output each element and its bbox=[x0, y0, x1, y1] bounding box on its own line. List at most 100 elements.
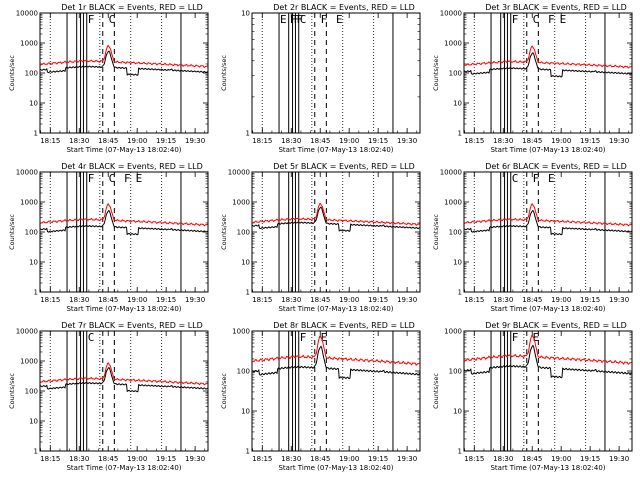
x-tick-label: 19:15 bbox=[156, 455, 176, 463]
panel-title: Det 6r BLACK = Events, RED = LLD bbox=[485, 162, 627, 171]
y-axis-label: Counts/sec bbox=[432, 55, 440, 91]
x-tick-label: 18:15 bbox=[40, 296, 60, 304]
x-tick-label: 18:30 bbox=[69, 455, 89, 463]
y-tick-label: 1 bbox=[458, 448, 462, 456]
flag-label: E bbox=[280, 13, 287, 26]
x-tick-label: 18:30 bbox=[493, 296, 513, 304]
series-lld-line bbox=[39, 203, 208, 227]
y-axis-label: Counts/sec bbox=[220, 373, 228, 409]
x-tick-label: 18:30 bbox=[69, 137, 89, 145]
x-tick-label: 18:45 bbox=[522, 455, 542, 463]
x-tick-label: 19:15 bbox=[368, 455, 388, 463]
flag-label: F bbox=[321, 13, 328, 26]
y-axis-label: Counts/sec bbox=[220, 214, 228, 250]
x-tick-label: 19:30 bbox=[185, 296, 205, 304]
series-events-line bbox=[251, 206, 420, 232]
x-tick-label: 19:15 bbox=[156, 296, 176, 304]
x-tick-label: 18:30 bbox=[281, 455, 301, 463]
panel-title: Det 1r BLACK = Events, RED = LLD bbox=[61, 3, 203, 12]
x-tick-label: 19:00 bbox=[127, 296, 147, 304]
x-tick-label: 19:15 bbox=[580, 455, 600, 463]
x-tick-label: 19:00 bbox=[127, 137, 147, 145]
x-tick-label: 18:45 bbox=[310, 137, 330, 145]
x-axis-label: Start Time (07-May-13 18:02:40) bbox=[490, 146, 605, 154]
flag-label: E bbox=[560, 13, 567, 26]
y-tick-label: 1 bbox=[246, 130, 250, 138]
flag-label: C bbox=[88, 331, 95, 344]
x-tick-label: 19:00 bbox=[339, 455, 359, 463]
panel-title: Det 5r BLACK = Events, RED = LLD bbox=[273, 162, 415, 171]
x-tick-label: 18:30 bbox=[493, 455, 513, 463]
flag-label: F bbox=[88, 13, 95, 26]
plot-frame bbox=[251, 12, 421, 134]
flag-label: E bbox=[321, 331, 328, 344]
x-axis-label: Start Time (07-May-13 18:02:40) bbox=[66, 305, 181, 313]
x-tick-label: 19:15 bbox=[580, 296, 600, 304]
panel-title: Det 4r BLACK = Events, RED = LLD bbox=[61, 162, 203, 171]
flag-label: F bbox=[548, 13, 555, 26]
y-tick-label: 100 bbox=[237, 368, 250, 376]
y-axis-label: Counts/sec bbox=[8, 214, 16, 250]
x-tick-label: 18:15 bbox=[40, 137, 60, 145]
x-tick-label: 18:15 bbox=[40, 455, 60, 463]
panel-det-5r: Det 5r BLACK = Events, RED = LLD 1 10 100 10… bbox=[220, 162, 421, 313]
x-tick-label: 19:30 bbox=[609, 296, 629, 304]
y-axis-label: Counts/sec bbox=[8, 55, 16, 91]
series-lld-line bbox=[464, 334, 632, 366]
x-tick-label: 18:15 bbox=[464, 296, 484, 304]
y-tick-label: 1000 bbox=[20, 199, 38, 207]
series-lld-line bbox=[464, 45, 632, 69]
series-lld-line bbox=[39, 362, 208, 386]
flag-label: C bbox=[533, 13, 540, 26]
y-tick-label: 1000 bbox=[20, 358, 38, 366]
x-tick-label: 18:15 bbox=[464, 137, 484, 145]
y-tick-label: 100 bbox=[25, 70, 38, 78]
series-events-line bbox=[463, 52, 632, 78]
x-tick-label: 19:00 bbox=[339, 137, 359, 145]
y-tick-label: 10 bbox=[29, 259, 38, 267]
series-events-line bbox=[39, 209, 208, 236]
x-tick-label: 18:15 bbox=[464, 455, 484, 463]
x-tick-label: 18:45 bbox=[310, 296, 330, 304]
x-tick-label: 19:00 bbox=[551, 455, 571, 463]
x-axis-label: Start Time (07-May-13 18:02:40) bbox=[66, 146, 181, 154]
x-axis-label: Start Time (07-May-13 18:02:40) bbox=[278, 464, 393, 472]
x-tick-label: 18:45 bbox=[98, 137, 118, 145]
y-tick-label: 1000 bbox=[444, 40, 462, 48]
y-tick-label: 10 bbox=[453, 259, 462, 267]
y-tick-label: 10000 bbox=[228, 169, 250, 177]
series-events-line bbox=[39, 366, 208, 393]
plot-frame bbox=[39, 171, 209, 293]
x-tick-label: 19:30 bbox=[185, 455, 205, 463]
y-tick-label: 1 bbox=[34, 130, 38, 138]
y-tick-label: 10 bbox=[29, 100, 38, 108]
plot-frame bbox=[39, 12, 209, 134]
x-axis-label: Start Time (07-May-13 18:02:40) bbox=[490, 464, 605, 472]
x-tick-label: 19:30 bbox=[397, 137, 417, 145]
x-tick-label: 19:15 bbox=[368, 137, 388, 145]
y-axis-label: Counts/sec bbox=[432, 373, 440, 409]
panel-title: Det 8r BLACK = Events, RED = LLD bbox=[273, 321, 415, 330]
y-tick-label: 1000 bbox=[232, 328, 250, 336]
x-tick-label: 18:45 bbox=[98, 455, 118, 463]
flag-label: F bbox=[512, 331, 519, 344]
x-tick-label: 18:45 bbox=[522, 296, 542, 304]
x-tick-label: 18:30 bbox=[493, 137, 513, 145]
flag-label: C bbox=[300, 13, 307, 26]
series-lld-line bbox=[252, 202, 420, 226]
plot-frame bbox=[251, 171, 421, 293]
x-tick-label: 18:30 bbox=[281, 137, 301, 145]
y-tick-label: 100 bbox=[25, 229, 38, 237]
panel-title: Det 2r BLACK = Events, RED = LLD bbox=[273, 3, 415, 12]
x-axis-label: Start Time (07-May-13 18:02:40) bbox=[490, 305, 605, 313]
y-axis-label: Counts/sec bbox=[8, 373, 16, 409]
y-tick-label: 1 bbox=[458, 130, 462, 138]
panel-title: Det 9r BLACK = Events, RED = LLD bbox=[485, 321, 627, 330]
y-tick-label: 1000 bbox=[232, 199, 250, 207]
x-tick-label: 19:00 bbox=[127, 455, 147, 463]
y-tick-label: 10000 bbox=[16, 169, 38, 177]
